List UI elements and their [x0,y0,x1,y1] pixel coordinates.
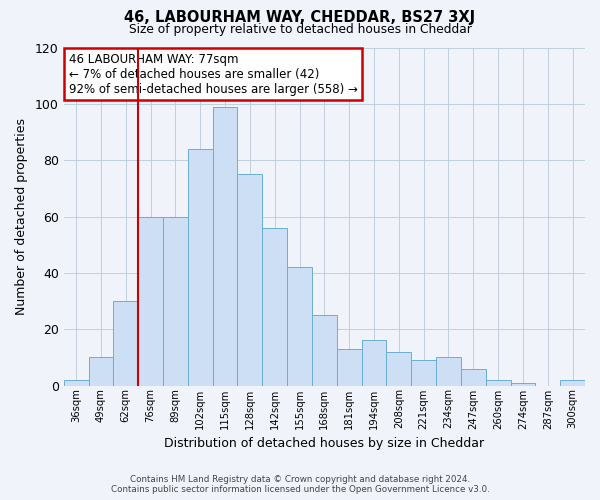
Bar [188,149,212,386]
Bar [511,382,535,386]
Text: 46, LABOURHAM WAY, CHEDDAR, BS27 3XJ: 46, LABOURHAM WAY, CHEDDAR, BS27 3XJ [124,10,476,25]
Bar [113,301,138,386]
Bar [486,380,511,386]
Text: Contains HM Land Registry data © Crown copyright and database right 2024.
Contai: Contains HM Land Registry data © Crown c… [110,474,490,494]
Bar [212,106,238,386]
Bar [238,174,262,386]
Bar [163,216,188,386]
Bar [312,315,337,386]
Bar [337,349,362,386]
Bar [64,380,89,386]
Bar [436,358,461,386]
Bar [560,380,585,386]
Bar [362,340,386,386]
Bar [386,352,411,386]
Text: Size of property relative to detached houses in Cheddar: Size of property relative to detached ho… [128,22,472,36]
Bar [411,360,436,386]
Bar [287,267,312,386]
Bar [461,368,486,386]
X-axis label: Distribution of detached houses by size in Cheddar: Distribution of detached houses by size … [164,437,484,450]
Bar [138,216,163,386]
Text: 46 LABOURHAM WAY: 77sqm
← 7% of detached houses are smaller (42)
92% of semi-det: 46 LABOURHAM WAY: 77sqm ← 7% of detached… [69,52,358,96]
Bar [89,358,113,386]
Y-axis label: Number of detached properties: Number of detached properties [15,118,28,315]
Bar [262,228,287,386]
